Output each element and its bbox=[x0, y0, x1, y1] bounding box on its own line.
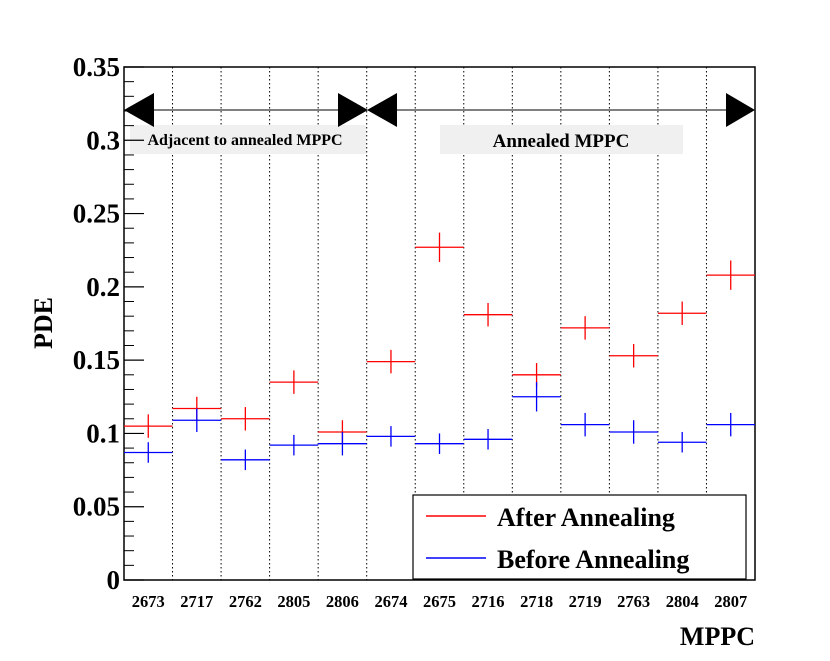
x-tick-label: 2716 bbox=[472, 592, 505, 611]
y-tick-label: 0.3 bbox=[86, 125, 120, 155]
data-series bbox=[124, 232, 755, 471]
series-before-annealing bbox=[124, 382, 755, 471]
y-tick-label: 0.2 bbox=[86, 272, 120, 302]
legend-label-before: Before Annealing bbox=[497, 545, 689, 574]
x-tick-label: 2807 bbox=[714, 592, 747, 611]
x-tick-label: 2718 bbox=[520, 592, 553, 611]
legend: After Annealing Before Annealing bbox=[412, 494, 747, 580]
y-tick-label: 0 bbox=[107, 565, 121, 595]
x-tick-label: 2805 bbox=[277, 592, 310, 611]
x-axis-label: MPPC bbox=[680, 622, 755, 651]
arrowhead-right-adjacent bbox=[338, 93, 368, 127]
annotation-label-annealed: Annealed MPPC bbox=[493, 131, 630, 152]
y-axis-label: PDE bbox=[29, 297, 58, 349]
annotation-box-annealed bbox=[440, 125, 683, 154]
y-tick-label: 0.35 bbox=[73, 52, 120, 82]
arrowhead-right-annealed bbox=[726, 93, 755, 127]
x-tick-label: 2717 bbox=[180, 592, 213, 611]
arrowhead-left-adjacent bbox=[124, 93, 154, 127]
plot-frame bbox=[123, 66, 756, 581]
y-tick-label: 0.05 bbox=[73, 492, 120, 522]
x-tick-label: 2673 bbox=[132, 592, 165, 611]
x-tick-label: 2719 bbox=[569, 592, 602, 611]
x-tick-label: 2675 bbox=[423, 592, 456, 611]
y-tick-label: 0.15 bbox=[73, 345, 120, 375]
x-tick-label: 2674 bbox=[374, 592, 407, 611]
y-tick-label: 0.25 bbox=[73, 199, 120, 229]
x-tick-label: 2806 bbox=[326, 592, 359, 611]
legend-box bbox=[412, 494, 747, 580]
group-annotations: Adjacent to annealed MPPC Annealed MPPC bbox=[124, 93, 755, 154]
y-tick-label: 0.1 bbox=[86, 418, 120, 448]
x-tick-labels: 2673 2717 2762 2805 2806 2674 2675 2716 2718 2719… bbox=[132, 592, 747, 611]
y-axis: 0 0.05 0.1 0.15 0.2 0.25 0.3 0.35 bbox=[73, 52, 144, 595]
x-tick-label: 2762 bbox=[229, 592, 262, 611]
annotation-label-adjacent: Adjacent to annealed MPPC bbox=[147, 132, 342, 149]
arrowhead-left-annealed bbox=[367, 93, 397, 127]
legend-label-after: After Annealing bbox=[497, 503, 675, 532]
annotation-box-adjacent bbox=[130, 125, 366, 154]
x-tick-label: 2804 bbox=[666, 592, 699, 611]
series-after-annealing bbox=[124, 232, 755, 444]
x-tick-label: 2763 bbox=[617, 592, 650, 611]
